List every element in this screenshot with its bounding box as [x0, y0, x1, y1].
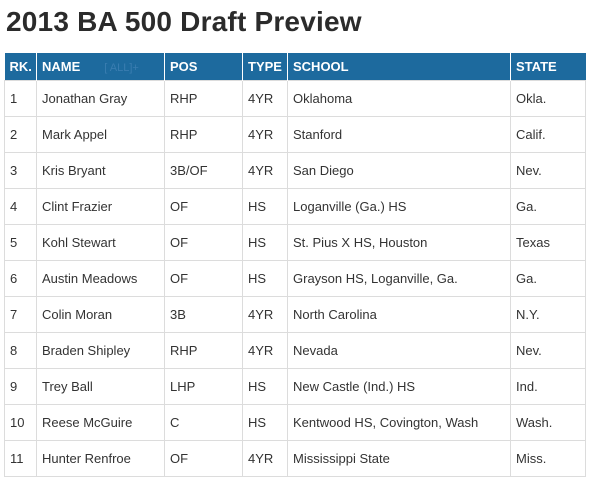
- cell-type: HS: [242, 404, 288, 441]
- cell-school: Oklahoma: [287, 80, 511, 117]
- cell-type: 4YR: [242, 296, 288, 333]
- cell-school: Loganville (Ga.) HS: [287, 188, 511, 225]
- cell-state: Okla.: [510, 80, 586, 117]
- cell-type: 4YR: [242, 116, 288, 153]
- column-header-pos[interactable]: POS: [164, 53, 243, 81]
- cell-type: 4YR: [242, 332, 288, 369]
- table-row: 2 Mark Appel RHP 4YR Stanford Calif.: [4, 116, 586, 153]
- cell-state: Wash.: [510, 404, 586, 441]
- cell-state: N.Y.: [510, 296, 586, 333]
- cell-player-name[interactable]: Kris Bryant: [36, 152, 165, 189]
- cell-player-name[interactable]: Austin Meadows: [36, 260, 165, 297]
- table-row: 3 Kris Bryant 3B/OF 4YR San Diego Nev.: [4, 152, 586, 189]
- cell-position: RHP: [164, 116, 243, 153]
- cell-player-name[interactable]: Reese McGuire: [36, 404, 165, 441]
- cell-rank: 4: [4, 188, 37, 225]
- cell-player-name[interactable]: Kohl Stewart: [36, 224, 165, 261]
- cell-state: Nev.: [510, 152, 586, 189]
- cell-type: 4YR: [242, 152, 288, 189]
- cell-school: Grayson HS, Loganville, Ga.: [287, 260, 511, 297]
- cell-type: HS: [242, 368, 288, 405]
- column-header-name[interactable]: NAME[ ALL]+: [36, 53, 165, 81]
- cell-type: HS: [242, 260, 288, 297]
- cell-rank: 10: [4, 404, 37, 441]
- cell-state: Ga.: [510, 188, 586, 225]
- table-row: 9 Trey Ball LHP HS New Castle (Ind.) HS Ind.: [4, 368, 586, 405]
- table-row: 4 Clint Frazier OF HS Loganville (Ga.) HS Ga.: [4, 188, 586, 225]
- cell-state: Miss.: [510, 440, 586, 477]
- cell-position: OF: [164, 224, 243, 261]
- cell-type: 4YR: [242, 440, 288, 477]
- cell-rank: 2: [4, 116, 37, 153]
- cell-state: Ind.: [510, 368, 586, 405]
- cell-state: Texas: [510, 224, 586, 261]
- cell-school: San Diego: [287, 152, 511, 189]
- cell-position: OF: [164, 188, 243, 225]
- cell-school: New Castle (Ind.) HS: [287, 368, 511, 405]
- page-title: 2013 BA 500 Draft Preview: [6, 6, 362, 37]
- cell-state: Calif.: [510, 116, 586, 153]
- cell-player-name[interactable]: Clint Frazier: [36, 188, 165, 225]
- table-header-row: RK. NAME[ ALL]+ POS TYPE SCHOOL STATE: [4, 53, 586, 81]
- table-row: 8 Braden Shipley RHP 4YR Nevada Nev.: [4, 332, 586, 369]
- cell-state: Nev.: [510, 332, 586, 369]
- column-header-state[interactable]: STATE: [510, 53, 586, 81]
- cell-player-name[interactable]: Braden Shipley: [36, 332, 165, 369]
- cell-player-name[interactable]: Hunter Renfroe: [36, 440, 165, 477]
- cell-rank: 1: [4, 80, 37, 117]
- table-row: 5 Kohl Stewart OF HS St. Pius X HS, Houston T…: [4, 224, 586, 261]
- table-row: 1 Jonathan Gray RHP 4YR Oklahoma Okla.: [4, 80, 586, 117]
- cell-position: C: [164, 404, 243, 441]
- cell-school: Kentwood HS, Covington, Wash: [287, 404, 511, 441]
- cell-player-name[interactable]: Colin Moran: [36, 296, 165, 333]
- cell-player-name[interactable]: Mark Appel: [36, 116, 165, 153]
- cell-type: HS: [242, 188, 288, 225]
- cell-school: Stanford: [287, 116, 511, 153]
- cell-position: LHP: [164, 368, 243, 405]
- cell-position: 3B/OF: [164, 152, 243, 189]
- cell-position: 3B: [164, 296, 243, 333]
- column-header-rank[interactable]: RK.: [4, 53, 37, 81]
- column-header-type[interactable]: TYPE: [242, 53, 288, 81]
- cell-rank: 5: [4, 224, 37, 261]
- table-row: 11 Hunter Renfroe OF 4YR Mississippi State Mi…: [4, 440, 586, 477]
- cell-rank: 9: [4, 368, 37, 405]
- cell-rank: 3: [4, 152, 37, 189]
- cell-player-name[interactable]: Trey Ball: [36, 368, 165, 405]
- cell-type: 4YR: [242, 80, 288, 117]
- cell-school: North Carolina: [287, 296, 511, 333]
- table-row: 7 Colin Moran 3B 4YR North Carolina N.Y.: [4, 296, 586, 333]
- table-row: 10 Reese McGuire C HS Kentwood HS, Covington…: [4, 404, 586, 441]
- cell-school: St. Pius X HS, Houston: [287, 224, 511, 261]
- cell-position: OF: [164, 440, 243, 477]
- cell-rank: 6: [4, 260, 37, 297]
- cell-state: Ga.: [510, 260, 586, 297]
- cell-type: HS: [242, 224, 288, 261]
- table-row: 6 Austin Meadows OF HS Grayson HS, Loganvill…: [4, 260, 586, 297]
- cell-position: RHP: [164, 332, 243, 369]
- cell-school: Nevada: [287, 332, 511, 369]
- cell-school: Mississippi State: [287, 440, 511, 477]
- cell-rank: 7: [4, 296, 37, 333]
- column-header-school[interactable]: SCHOOL: [287, 53, 511, 81]
- cell-position: RHP: [164, 80, 243, 117]
- cell-rank: 11: [4, 440, 37, 477]
- cell-player-name[interactable]: Jonathan Gray: [36, 80, 165, 117]
- show-all-link[interactable]: [ ALL]+: [104, 62, 139, 74]
- cell-rank: 8: [4, 332, 37, 369]
- cell-position: OF: [164, 260, 243, 297]
